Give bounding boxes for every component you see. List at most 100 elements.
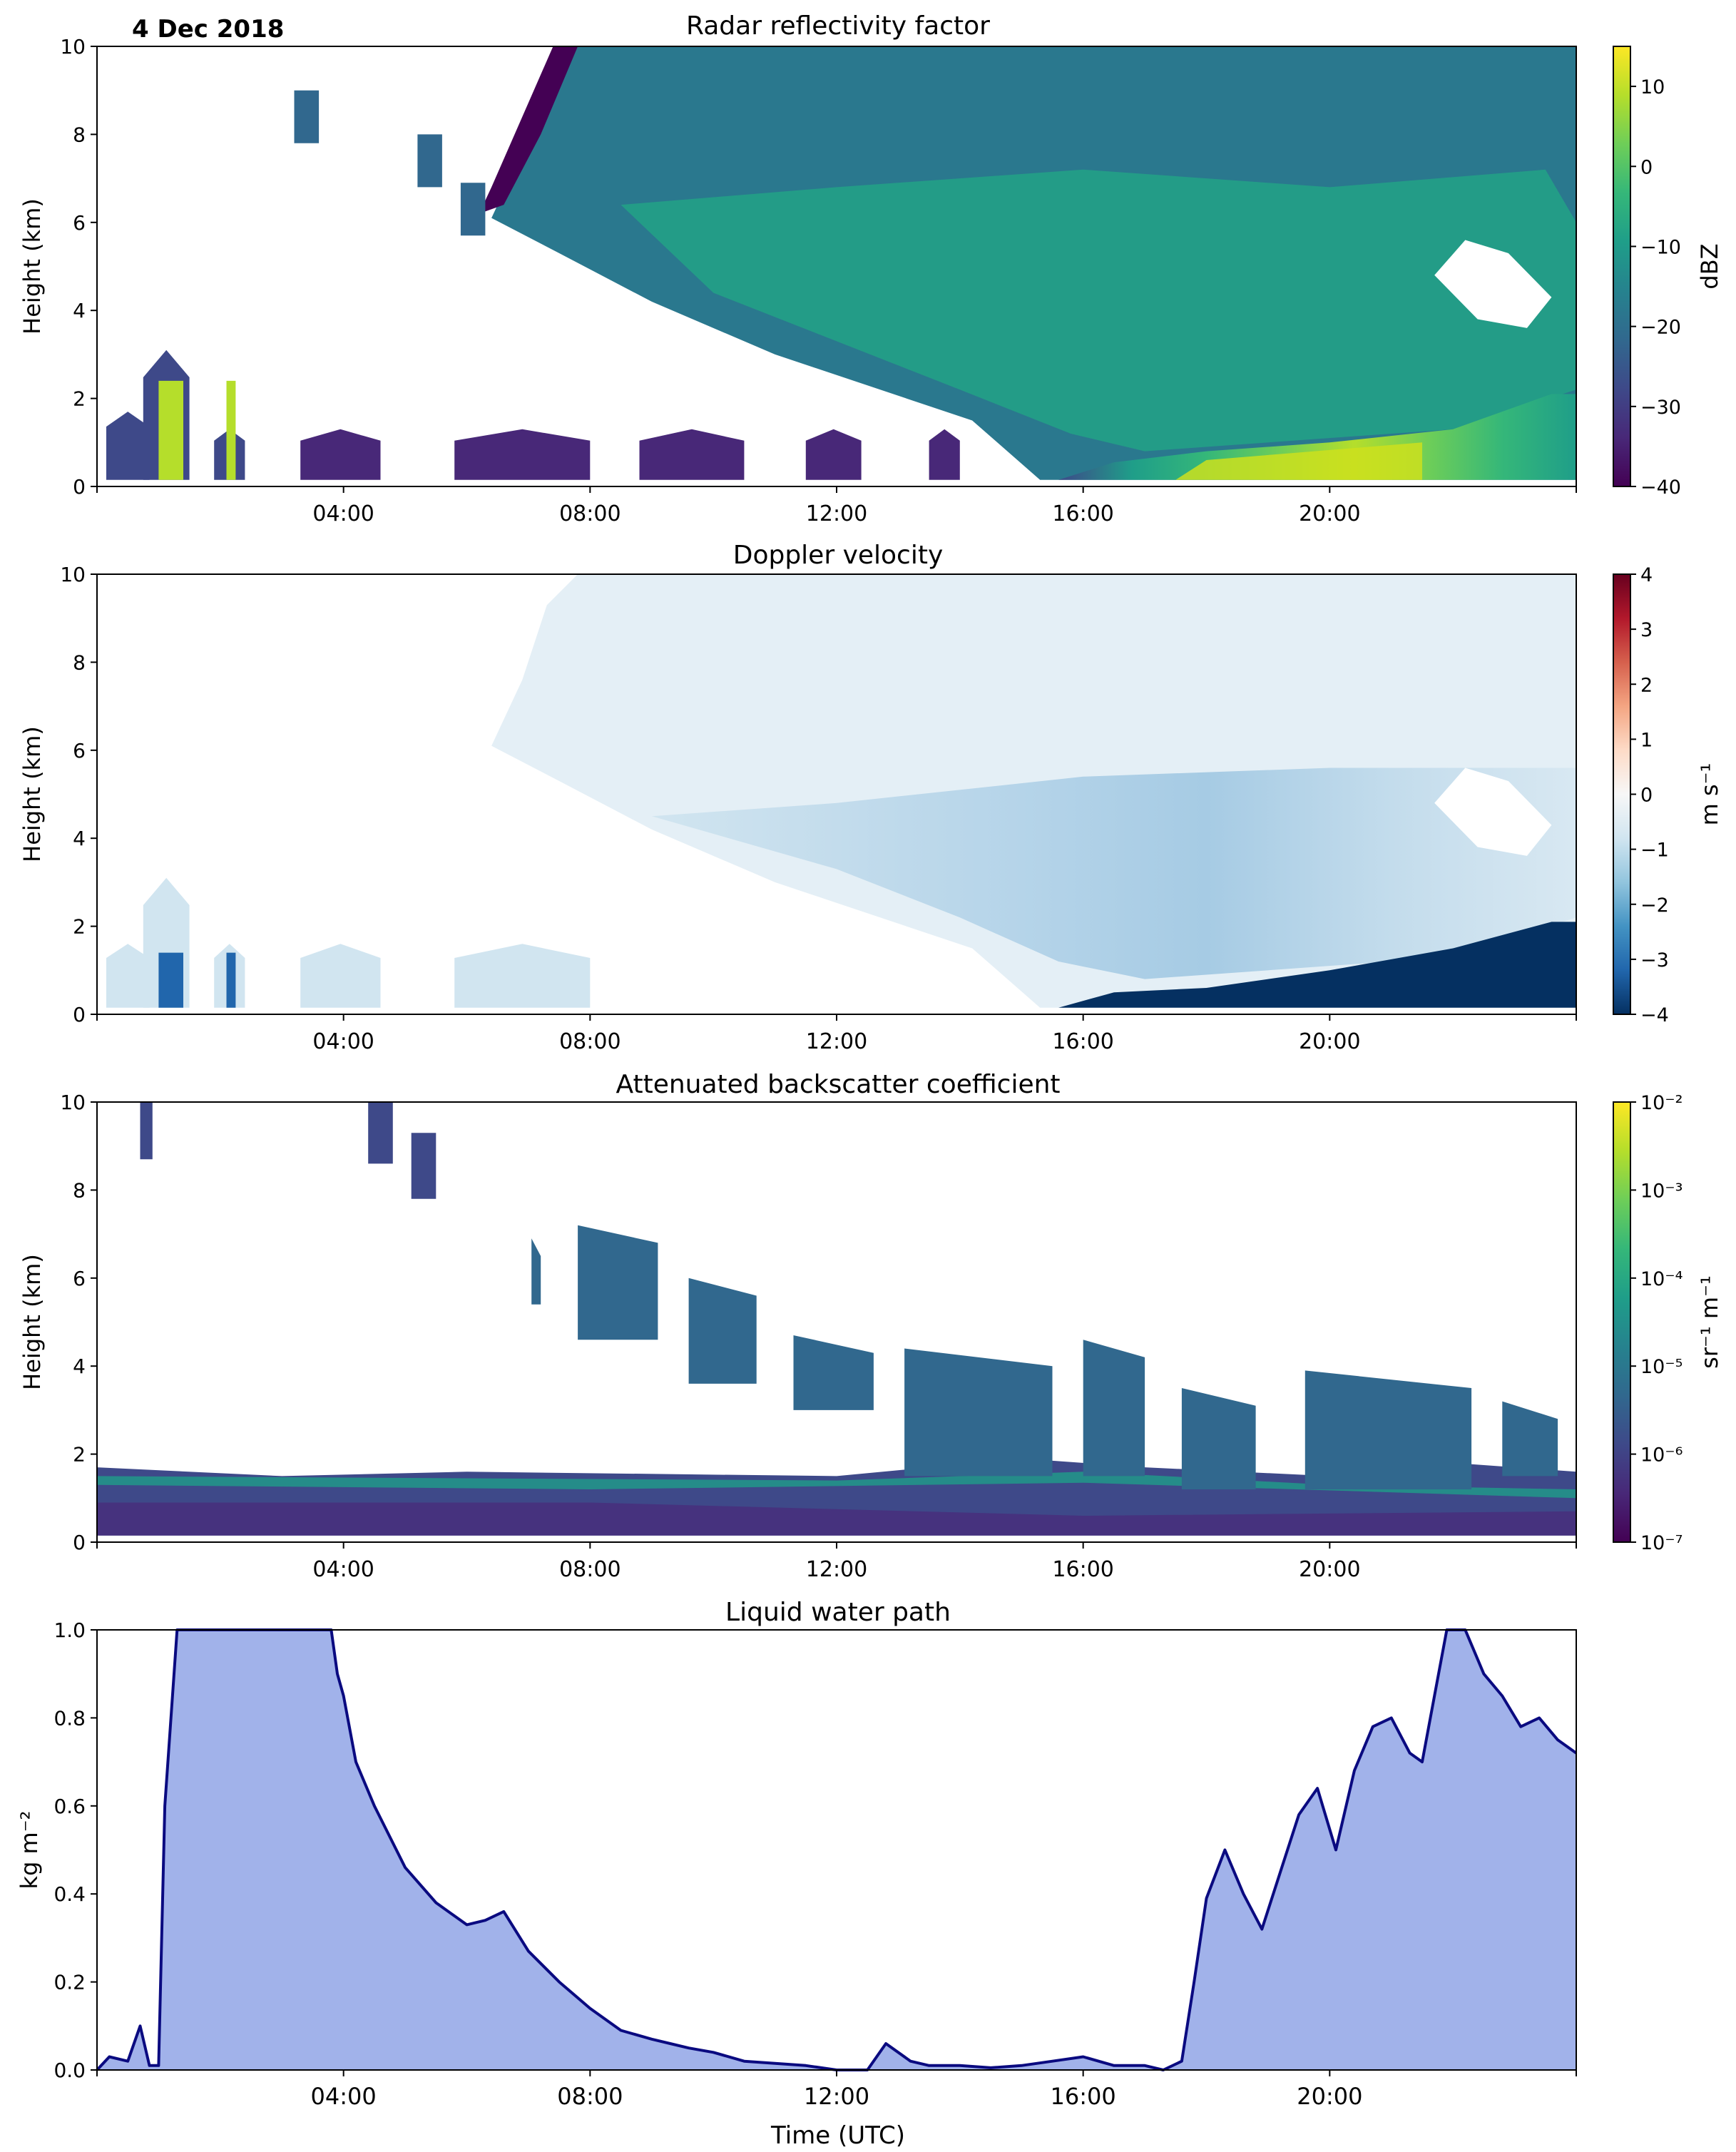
small-cloud-patch bbox=[460, 183, 486, 236]
convective-cell bbox=[158, 952, 183, 1008]
colorbar-tick-label: 10⁻⁵ bbox=[1640, 1356, 1683, 1378]
low-cloud-patch bbox=[106, 944, 150, 1008]
y-axis-ticks: 0 2 4 6 8 10 bbox=[60, 35, 97, 499]
colorbar-tick-label: 1 bbox=[1640, 729, 1653, 751]
x-tick-label: 20:00 bbox=[1299, 1557, 1360, 1582]
colorbar: 4 3 2 1 0 −1 −2 −3 −4 bbox=[1613, 564, 1669, 1026]
cloud-edge bbox=[479, 46, 578, 214]
x-axis-ticks: 04:00 08:00 12:00 16:00 20:00 bbox=[96, 1014, 1577, 1054]
colorbar-tick-label: 10⁻⁴ bbox=[1640, 1268, 1683, 1290]
y-axis-ticks: 0 2 4 6 8 10 bbox=[60, 1091, 97, 1554]
colorbar-label: dBZ bbox=[1696, 243, 1723, 289]
x-tick-label: 04:00 bbox=[312, 1557, 374, 1582]
colorbar-tick-label: −30 bbox=[1640, 397, 1681, 419]
low-cloud-patch bbox=[300, 429, 381, 480]
x-tick-label: 16:00 bbox=[1052, 1029, 1113, 1054]
y-tick-label: 0 bbox=[73, 1531, 86, 1554]
convective-cell bbox=[158, 380, 183, 480]
y-tick-label: 8 bbox=[73, 123, 86, 146]
near-surface-layer bbox=[97, 1502, 1576, 1536]
panel-attenuated-backscatter: Attenuated backscatter coefficient 0 2 4 6 8… bbox=[19, 1070, 1723, 1582]
low-cloud-patch bbox=[929, 429, 960, 480]
colorbar-tick-label: −1 bbox=[1640, 840, 1669, 862]
y-tick-label: 2 bbox=[73, 1443, 86, 1467]
y-tick-label: 10 bbox=[60, 35, 86, 58]
colorbar-tick-label: −20 bbox=[1640, 317, 1681, 339]
colorbar: 10 0 −10 −20 −30 −40 bbox=[1613, 46, 1681, 499]
x-tick-label: 12:00 bbox=[804, 2083, 869, 2110]
colorbar-tick-label: 2 bbox=[1640, 674, 1653, 696]
y-tick-label: 6 bbox=[73, 211, 86, 235]
panel-title: Liquid water path bbox=[725, 1598, 951, 1627]
low-cloud-patch bbox=[106, 412, 150, 480]
low-cloud-patch bbox=[639, 429, 745, 480]
colorbar-gradient bbox=[1613, 46, 1631, 487]
convective-cell bbox=[226, 952, 236, 1008]
low-cloud-patch bbox=[300, 944, 381, 1008]
small-cloud-patch bbox=[417, 134, 442, 188]
colorbar-tick-label: −40 bbox=[1640, 476, 1681, 499]
y-tick-label: 0.2 bbox=[53, 1971, 86, 1994]
small-cloud-patch bbox=[294, 90, 320, 143]
low-cloud-patch bbox=[805, 429, 862, 480]
y-tick-label: 8 bbox=[73, 1178, 86, 1202]
colorbar-tick-label: −10 bbox=[1640, 236, 1681, 258]
colorbar-tick-label: 10⁻⁷ bbox=[1640, 1532, 1683, 1554]
colorbar-tick-label: −2 bbox=[1640, 894, 1669, 917]
y-tick-label: 6 bbox=[73, 739, 86, 763]
panel-title: Radar reflectivity factor bbox=[686, 11, 990, 41]
x-tick-label: 16:00 bbox=[1051, 2083, 1116, 2110]
lwp-area-plot bbox=[96, 1628, 1578, 2071]
doppler-velocity-heatmap bbox=[106, 574, 1576, 1008]
colorbar-tick-label: −4 bbox=[1640, 1004, 1669, 1026]
colorbar-tick-label: 10⁻⁶ bbox=[1640, 1444, 1683, 1467]
colorbar: 10⁻² 10⁻³ 10⁻⁴ 10⁻⁵ 10⁻⁶ 10⁻⁷ bbox=[1613, 1092, 1683, 1554]
clear-gap bbox=[1434, 768, 1552, 856]
colorbar-label: m s⁻¹ bbox=[1696, 763, 1723, 826]
x-tick-label: 20:00 bbox=[1299, 1029, 1360, 1054]
fast-fall-band bbox=[1058, 922, 1576, 1008]
x-axis-label: Time (UTC) bbox=[770, 2121, 905, 2150]
y-axis-ticks: 0.0 0.2 0.4 0.6 0.8 1.0 bbox=[53, 1618, 97, 2082]
x-tick-label: 16:00 bbox=[1052, 501, 1113, 526]
y-tick-label: 1.0 bbox=[53, 1618, 86, 1642]
mid-cloud-core bbox=[621, 169, 1576, 452]
y-tick-label: 0.6 bbox=[53, 1795, 86, 1818]
y-tick-label: 8 bbox=[73, 651, 86, 674]
cloud-layer-segment bbox=[904, 1348, 1053, 1477]
x-axis-ticks: 04:00 08:00 12:00 16:00 20:00 bbox=[96, 486, 1577, 526]
cloud-layer-segment bbox=[1502, 1401, 1558, 1477]
clear-gap bbox=[1434, 240, 1552, 328]
y-tick-label: 10 bbox=[60, 1091, 86, 1114]
y-axis-label: Height (km) bbox=[19, 726, 46, 862]
x-tick-label: 12:00 bbox=[806, 1557, 867, 1582]
colorbar-tick-label: 10⁻³ bbox=[1640, 1180, 1683, 1202]
cloud-layer-segment bbox=[793, 1335, 874, 1410]
y-tick-label: 0 bbox=[73, 1003, 86, 1026]
y-axis-label: Height (km) bbox=[19, 198, 46, 335]
panel-liquid-water-path: Liquid water path 0.0 0.2 0.4 0.6 0.8 1.0 04:… bbox=[16, 1598, 1578, 2150]
lwp-area-fill bbox=[97, 1630, 1576, 2070]
colorbar-tick-label: −3 bbox=[1640, 949, 1669, 972]
colorbar-tick-label: 4 bbox=[1640, 564, 1653, 586]
x-tick-label: 08:00 bbox=[559, 1029, 621, 1054]
x-tick-label: 12:00 bbox=[806, 1029, 867, 1054]
falling-precip bbox=[651, 768, 1576, 979]
reflectivity-heatmap bbox=[106, 46, 1576, 480]
colorbar-gradient bbox=[1613, 573, 1631, 1015]
heavy-rain-core bbox=[1175, 442, 1422, 480]
low-cloud-patch bbox=[454, 429, 591, 480]
x-tick-label: 20:00 bbox=[1297, 2083, 1362, 2110]
y-tick-label: 4 bbox=[73, 299, 86, 322]
low-cloud-patch bbox=[454, 944, 591, 1008]
y-axis-label: kg m⁻² bbox=[16, 1811, 43, 1890]
cloud-layer-segment bbox=[1181, 1388, 1256, 1489]
cirrus-streak bbox=[140, 1102, 153, 1160]
colorbar-label: sr⁻¹ m⁻¹ bbox=[1696, 1275, 1723, 1369]
y-tick-label: 0.4 bbox=[53, 1882, 86, 1906]
colorbar-gradient bbox=[1613, 1101, 1631, 1543]
backscatter-heatmap bbox=[97, 1102, 1576, 1536]
colorbar-tick-label: 3 bbox=[1640, 619, 1653, 641]
